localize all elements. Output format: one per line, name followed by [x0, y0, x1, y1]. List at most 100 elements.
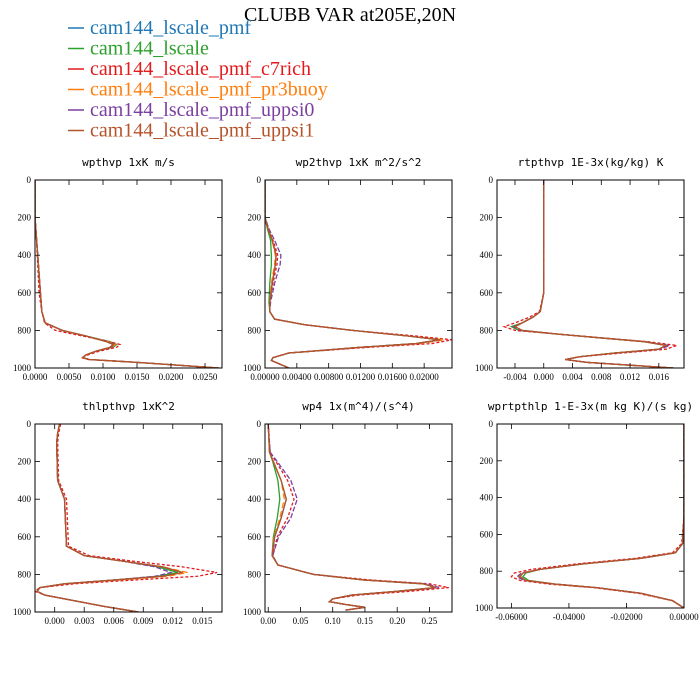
- panel-title: thlpthvp 1xK^2: [82, 400, 175, 413]
- series-line: [521, 424, 684, 608]
- y-tick-label: 200: [480, 213, 494, 223]
- y-tick-label: 600: [480, 288, 494, 298]
- series-group: [510, 424, 684, 608]
- x-tick-label: -0.06000: [495, 612, 528, 622]
- series-line: [513, 180, 674, 368]
- y-tick-label: 400: [18, 250, 32, 260]
- series-line: [517, 424, 684, 608]
- series-group: [265, 180, 452, 368]
- panel-title: wp2thvp 1xK m^2/s^2: [296, 156, 422, 169]
- y-tick-label: 600: [18, 532, 32, 542]
- series-line: [35, 180, 219, 368]
- x-tick-label: 0.00000: [250, 372, 280, 382]
- y-tick-label: 0: [27, 175, 32, 185]
- series-line: [515, 424, 684, 608]
- y-tick-label: 1000: [13, 363, 32, 373]
- series-line: [265, 180, 452, 368]
- plot-frame: [264, 179, 453, 369]
- legend-item: cam144_lscale_pmf_uppsi1: [68, 120, 314, 142]
- panel-title: wprtpthlp 1-E-3x(m kg K)/(s kg): [488, 400, 693, 413]
- legend-label: cam144_lscale_pmf: [90, 17, 251, 39]
- panel: rtpthvp 1E-3x(kg/kg) K 0 200 400 600 800 1000-…: [475, 156, 685, 382]
- series-line: [35, 180, 219, 368]
- series-line: [35, 424, 188, 612]
- y-tick-label: 200: [18, 457, 32, 467]
- x-tick-label: 0.0050: [57, 372, 82, 382]
- y-tick-label: 400: [480, 250, 494, 260]
- panel: wp2thvp 1xK m^2/s^2020040060080010000.00…: [243, 156, 453, 382]
- y-tick-label: 800: [248, 325, 262, 335]
- y-tick-label: 400: [18, 494, 32, 504]
- series-line: [513, 180, 674, 368]
- x-tick-label: 0.0200: [159, 372, 184, 382]
- series-line: [35, 424, 183, 612]
- series-line: [267, 424, 440, 611]
- series-line: [519, 424, 684, 608]
- plot-frame: [34, 179, 223, 369]
- legend-label: cam144_lscale_pmf_pr3buoy: [90, 79, 328, 101]
- series-line: [35, 180, 219, 368]
- series-line: [35, 180, 219, 368]
- y-tick-label: 1000: [475, 603, 494, 613]
- x-tick-label: -0.04000: [553, 612, 586, 622]
- x-tick-label: 0.01600: [378, 372, 408, 382]
- series-group: [35, 424, 218, 612]
- panel: thlpthvp 1xK^2 0 200 400 600 800 1000 0.000 0.00…: [13, 400, 223, 626]
- legend-item: cam144_lscale_pmf_c7rich: [68, 58, 311, 80]
- x-tick-label: 0.01200: [346, 372, 376, 382]
- y-tick-label: 600: [248, 532, 262, 542]
- series-line: [35, 424, 183, 612]
- legend-label: cam144_lscale_pmf_uppsi1: [90, 120, 314, 142]
- y-tick-label: 0: [257, 175, 262, 185]
- y-tick-label: 200: [480, 456, 494, 466]
- y-tick-label: 0: [489, 175, 494, 185]
- y-tick-label: 1000: [475, 363, 494, 373]
- y-tick-label: 400: [248, 494, 262, 504]
- x-tick-label: -0.004: [503, 372, 527, 382]
- y-tick-label: 600: [480, 529, 494, 539]
- legend-item: cam144_lscale: [68, 38, 209, 60]
- legend-label: cam144_lscale_pmf_uppsi0: [90, 99, 314, 121]
- x-tick-label: 0.003: [74, 616, 95, 626]
- x-tick-label: 0.0250: [193, 372, 218, 382]
- y-tick-label: 1000: [243, 607, 262, 617]
- x-tick-label: 0.02000: [410, 372, 440, 382]
- figure-title: CLUBB VAR at205E,20N: [244, 4, 456, 26]
- x-tick-label: 0.008: [591, 372, 612, 382]
- plot-frame: [496, 179, 685, 369]
- legend-label: cam144_lscale: [90, 38, 209, 60]
- x-tick-label: 0.00400: [282, 372, 312, 382]
- x-tick-label: 0.012: [163, 616, 183, 626]
- series-line: [267, 424, 449, 611]
- y-tick-label: 1000: [13, 607, 32, 617]
- x-tick-label: 0.004: [562, 372, 583, 382]
- x-tick-label: 0.016: [649, 372, 670, 382]
- series-line: [265, 180, 441, 368]
- x-tick-label: 0.00: [260, 616, 276, 626]
- x-tick-label: 0.006: [104, 616, 125, 626]
- x-tick-label: 0.00800: [314, 372, 344, 382]
- y-tick-label: 800: [18, 569, 32, 579]
- y-tick-label: 400: [480, 493, 494, 503]
- series-line: [35, 424, 178, 612]
- series-line: [519, 424, 684, 608]
- y-tick-label: 0: [257, 419, 262, 429]
- x-tick-label: -0.02000: [610, 612, 643, 622]
- legend-item: cam144_lscale_pmf_uppsi0: [68, 99, 314, 121]
- x-tick-label: 0.0000: [23, 372, 48, 382]
- x-tick-label: 0.000: [45, 616, 66, 626]
- plot-frame: [264, 423, 453, 613]
- y-tick-label: 800: [18, 325, 32, 335]
- plot-frame: [34, 423, 223, 613]
- x-tick-label: 0.0150: [125, 372, 150, 382]
- panel-title: rtpthvp 1E-3x(kg/kg) K: [518, 156, 664, 169]
- x-tick-label: 0.15: [357, 616, 373, 626]
- x-tick-label: 0.015: [192, 616, 213, 626]
- series-line: [265, 180, 441, 368]
- y-tick-label: 200: [248, 213, 262, 223]
- y-tick-label: 800: [480, 325, 494, 335]
- y-tick-label: 400: [248, 250, 262, 260]
- legend-label: cam144_lscale_pmf_c7rich: [90, 58, 311, 80]
